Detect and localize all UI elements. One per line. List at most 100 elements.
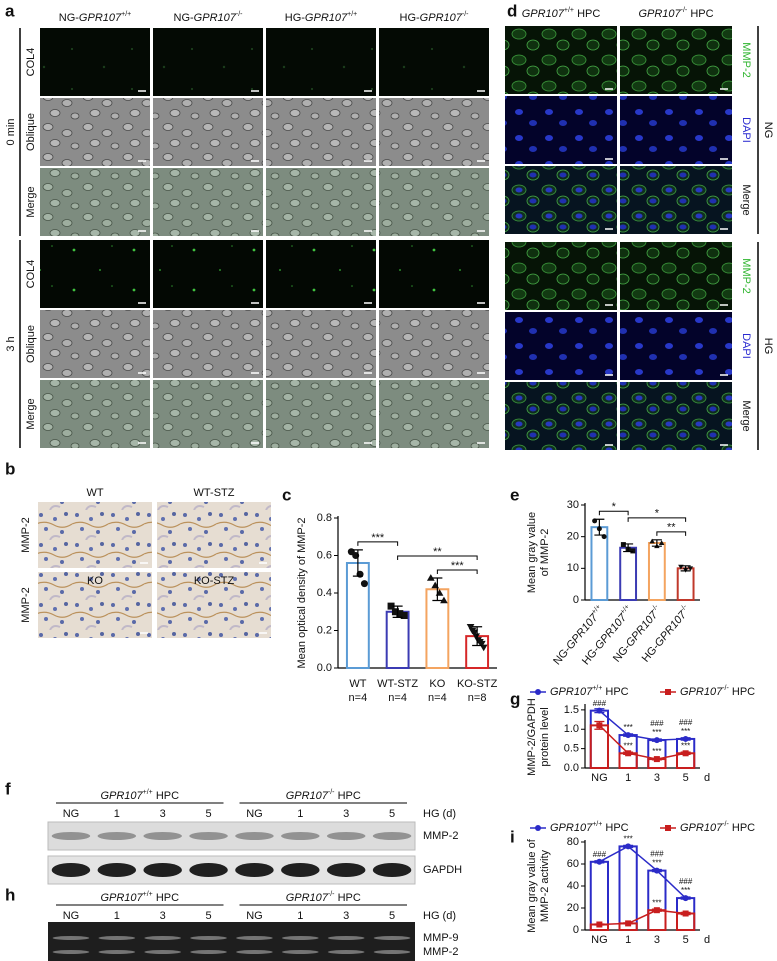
row-label: DAPI	[740, 117, 752, 143]
gel-band	[327, 950, 365, 954]
panel-label: h	[5, 885, 15, 904]
text-part: HG-	[400, 12, 421, 24]
text-part: +/+	[143, 789, 153, 796]
lane-label: 3	[343, 808, 349, 820]
x-tick-label: NG	[591, 934, 608, 946]
row-label: COL4	[25, 260, 37, 289]
data-point	[653, 737, 660, 744]
micrograph	[157, 572, 271, 638]
micrograph	[505, 166, 617, 234]
legend-marker	[665, 825, 671, 831]
text-part: GPR107	[550, 822, 593, 834]
lane-label: NG	[246, 910, 263, 922]
panel-label: d	[507, 1, 517, 20]
error-bar	[352, 549, 363, 577]
gel-band	[98, 950, 136, 954]
line	[599, 845, 687, 899]
column-header: GPR107-/- HPC	[638, 7, 713, 20]
blot-band	[372, 863, 412, 877]
data-point	[479, 644, 488, 652]
legend-label: GPR107+/+ HPC	[550, 685, 629, 698]
text-part: GPR107	[638, 8, 681, 20]
significance-bracket	[627, 517, 687, 522]
text-part: -/-	[236, 11, 243, 18]
significance-bracket	[656, 531, 687, 536]
text-part: -/-	[462, 11, 469, 18]
legend-label: GPR107-/- HPC	[680, 685, 755, 698]
text-part: -/-	[722, 821, 729, 828]
gel-band	[281, 950, 319, 954]
annotation: ***	[652, 747, 661, 756]
y-axis-label: MMP-2/GAPDH	[526, 698, 538, 776]
text-part: GPR107	[420, 12, 463, 24]
data-point	[649, 538, 655, 544]
data-point	[596, 921, 603, 928]
micrograph	[379, 28, 489, 96]
annotation: ***	[652, 859, 661, 868]
micrograph	[505, 242, 617, 310]
text-part: GPR107	[100, 790, 143, 802]
error-bar	[680, 565, 691, 572]
micrograph	[620, 242, 732, 310]
y-axis-label: Mean gray value of	[526, 838, 538, 932]
lane-label: 5	[206, 808, 212, 820]
data-point	[625, 920, 632, 927]
bar	[676, 567, 695, 601]
panel-label: g	[510, 689, 520, 708]
text-part: -/-	[651, 603, 661, 613]
gel-band	[52, 936, 90, 940]
x-tick-label: n=4	[388, 692, 407, 704]
micrograph	[379, 168, 489, 236]
band-label: MMP-2	[423, 830, 458, 842]
panel-label: c	[282, 485, 291, 504]
blot-band	[326, 863, 366, 877]
blot-band	[281, 832, 320, 840]
annotation: ###	[679, 718, 693, 727]
annotation: ###	[650, 719, 664, 728]
y-tick-label: 0.5	[564, 743, 579, 755]
image-label: KO	[87, 575, 103, 587]
x-tick-label: 1	[625, 772, 631, 784]
lane-label: NG	[63, 910, 80, 922]
text-part: HPC	[335, 892, 361, 904]
lane-label: 1	[114, 910, 120, 922]
blot-band	[235, 832, 274, 840]
text-part: GPR107	[79, 12, 122, 24]
row-label: COL4	[25, 48, 37, 77]
error-bar	[651, 539, 662, 547]
text-part: NG-	[174, 12, 195, 24]
x-tick-label: n=4	[349, 692, 368, 704]
band-label: MMP-2	[423, 946, 458, 958]
significance-label: ***	[451, 560, 465, 572]
y-axis-label: Mean optical density of MMP-2	[296, 517, 308, 668]
group-label: 3 h	[5, 336, 17, 351]
data-point	[630, 548, 636, 554]
text-part: +/+	[620, 604, 632, 616]
line	[598, 710, 686, 741]
micrograph	[620, 166, 732, 234]
text-part: HG-	[285, 12, 306, 24]
blot-band	[97, 832, 137, 840]
annotation: ###	[679, 877, 693, 886]
legend-marker	[665, 689, 671, 695]
annotation: ***	[623, 723, 632, 732]
row-label: Oblique	[25, 113, 37, 151]
panel-label: e	[510, 485, 519, 504]
row-label: Merge	[740, 184, 752, 215]
text-part: HPC	[335, 790, 361, 802]
error-bar	[594, 518, 605, 536]
gel-band	[281, 936, 319, 940]
micrograph	[620, 26, 732, 94]
legend-label: GPR107-/- HPC	[680, 821, 755, 834]
blot-band	[235, 863, 274, 877]
significance-label: *	[612, 501, 617, 513]
annotation: ###	[593, 850, 607, 859]
significance-bracket	[357, 541, 399, 546]
annotation: ***	[652, 728, 661, 737]
gel-band	[144, 950, 182, 954]
x-tick-label: KO-STZ	[457, 678, 498, 690]
data-point	[400, 612, 408, 619]
annotation: ***	[681, 727, 690, 736]
data-point	[682, 750, 689, 757]
